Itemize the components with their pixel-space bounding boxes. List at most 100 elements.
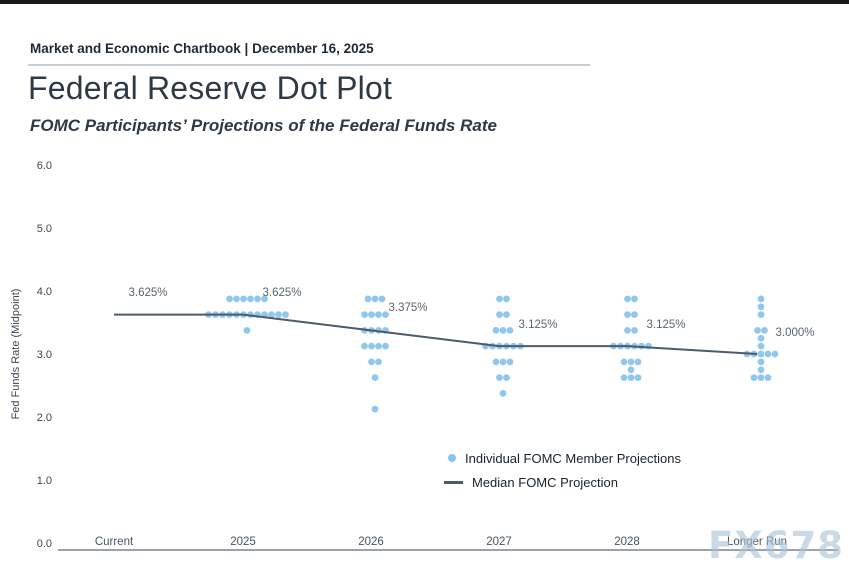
fomc-dot bbox=[631, 311, 638, 319]
y-tick-label: 1.0 bbox=[37, 475, 52, 487]
fomc-dot bbox=[761, 326, 768, 334]
y-tick-label: 0.0 bbox=[37, 538, 52, 550]
fomc-dot bbox=[382, 311, 389, 319]
x-tick-label: Longer Run bbox=[727, 536, 787, 548]
dot-plot-canvas: 0.0 1.0 2.0 3.0 4.0 5.0 6.0 Current 2025 2026 2027… bbox=[37, 160, 838, 551]
chart-legend: Individual FOMC Member Projections Media… bbox=[444, 446, 681, 494]
fomc-dot bbox=[757, 334, 765, 342]
fomc-dot bbox=[620, 358, 628, 366]
fomc-dot bbox=[254, 295, 261, 303]
median-label: 3.625% bbox=[262, 287, 301, 299]
fomc-dot bbox=[757, 342, 765, 350]
fomc-dot bbox=[496, 295, 503, 303]
header-divider bbox=[28, 64, 590, 66]
fomc-dot bbox=[634, 358, 642, 366]
fomc-dot bbox=[506, 358, 514, 366]
fomc-dot bbox=[757, 303, 765, 311]
fomc-dot bbox=[243, 326, 251, 334]
page-title: Federal Reserve Dot Plot bbox=[28, 70, 393, 106]
fomc-dot bbox=[364, 295, 372, 303]
fomc-dot bbox=[275, 311, 282, 319]
fomc-dot bbox=[631, 326, 638, 334]
fomc-dot bbox=[764, 350, 772, 358]
fomc-dot bbox=[375, 358, 382, 366]
x-tick-label: 2025 bbox=[230, 536, 256, 548]
median-label: 3.000% bbox=[775, 327, 814, 339]
fomc-dot bbox=[506, 326, 514, 334]
x-tick-label: Current bbox=[95, 536, 134, 548]
fomc-dot bbox=[631, 295, 638, 303]
fomc-dot bbox=[247, 295, 254, 303]
fomc-dot bbox=[757, 311, 765, 319]
y-tick-label: 5.0 bbox=[37, 223, 52, 235]
median-label: 3.625% bbox=[128, 287, 167, 299]
fomc-dot bbox=[282, 311, 289, 319]
fomc-dot bbox=[764, 374, 772, 382]
fomc-dot bbox=[361, 311, 368, 319]
fomc-dot bbox=[492, 326, 500, 334]
legend-item-median: Median FOMC Projection bbox=[444, 470, 681, 494]
x-tick-label: 2028 bbox=[614, 536, 640, 548]
legend-dot-label: Individual FOMC Member Projections bbox=[465, 450, 682, 466]
y-tick-label: 3.0 bbox=[37, 349, 52, 361]
fomc-dot bbox=[627, 358, 635, 366]
fomc-dot bbox=[378, 295, 386, 303]
fomc-dot bbox=[627, 366, 635, 374]
fomc-dot bbox=[368, 311, 375, 319]
fomc-dot bbox=[757, 366, 765, 374]
x-tick-label: 2027 bbox=[486, 536, 512, 548]
fomc-dot bbox=[624, 326, 631, 334]
fomc-dot bbox=[375, 342, 382, 350]
fomc-dot bbox=[757, 295, 765, 303]
fomc-dot bbox=[368, 358, 375, 366]
median-label: 3.125% bbox=[518, 319, 557, 331]
fomc-dot bbox=[624, 295, 631, 303]
x-tick-label: 2026 bbox=[358, 536, 384, 548]
y-tick-label: 2.0 bbox=[37, 412, 52, 424]
fomc-dot bbox=[754, 326, 761, 334]
fomc-dot bbox=[757, 358, 765, 366]
fomc-dot bbox=[634, 374, 642, 382]
legend-line-marker bbox=[444, 480, 463, 484]
fomc-dot bbox=[240, 295, 247, 303]
fomc-dot bbox=[757, 350, 765, 358]
y-tick-label: 4.0 bbox=[37, 286, 52, 298]
fomc-dot bbox=[499, 326, 507, 334]
y-tick-label: 6.0 bbox=[37, 160, 52, 172]
fomc-dot bbox=[492, 358, 500, 366]
chartbook-header: Market and Economic Chartbook | December… bbox=[30, 41, 374, 56]
fomc-dot bbox=[503, 295, 510, 303]
fomc-dot bbox=[261, 295, 268, 303]
fomc-dot bbox=[371, 295, 379, 303]
fomc-dot bbox=[499, 358, 507, 366]
fomc-dot bbox=[496, 311, 503, 319]
fomc-dot bbox=[382, 342, 389, 350]
legend-item-dots: Individual FOMC Member Projections bbox=[444, 446, 681, 470]
legend-dot-marker bbox=[448, 454, 456, 462]
fomc-dot bbox=[503, 311, 510, 319]
fomc-dot bbox=[375, 311, 382, 319]
chart-subtitle: FOMC Participants’ Projections of the Fe… bbox=[30, 116, 497, 135]
fomc-dot bbox=[624, 311, 631, 319]
fomc-dot bbox=[268, 311, 275, 319]
fomc-dot bbox=[620, 374, 628, 382]
median-label: 3.125% bbox=[646, 319, 685, 331]
fomc-dot bbox=[757, 374, 765, 382]
fomc-dot bbox=[371, 405, 379, 413]
fomc-dot bbox=[750, 374, 758, 382]
fomc-dot bbox=[368, 342, 375, 350]
fomc-dot bbox=[361, 342, 368, 350]
watermark: FX678 bbox=[708, 524, 845, 567]
fomc-dot bbox=[496, 374, 503, 382]
fomc-dot bbox=[499, 389, 507, 397]
fomc-dot bbox=[233, 295, 240, 303]
fomc-dot bbox=[771, 350, 779, 358]
median-label: 3.375% bbox=[388, 302, 427, 314]
legend-line-label: Median FOMC Projection bbox=[472, 474, 618, 490]
fomc-dot bbox=[627, 374, 635, 382]
fomc-dot bbox=[503, 374, 510, 382]
median-line bbox=[114, 313, 758, 355]
fomc-dot bbox=[371, 374, 379, 382]
fomc-dot bbox=[226, 295, 233, 303]
